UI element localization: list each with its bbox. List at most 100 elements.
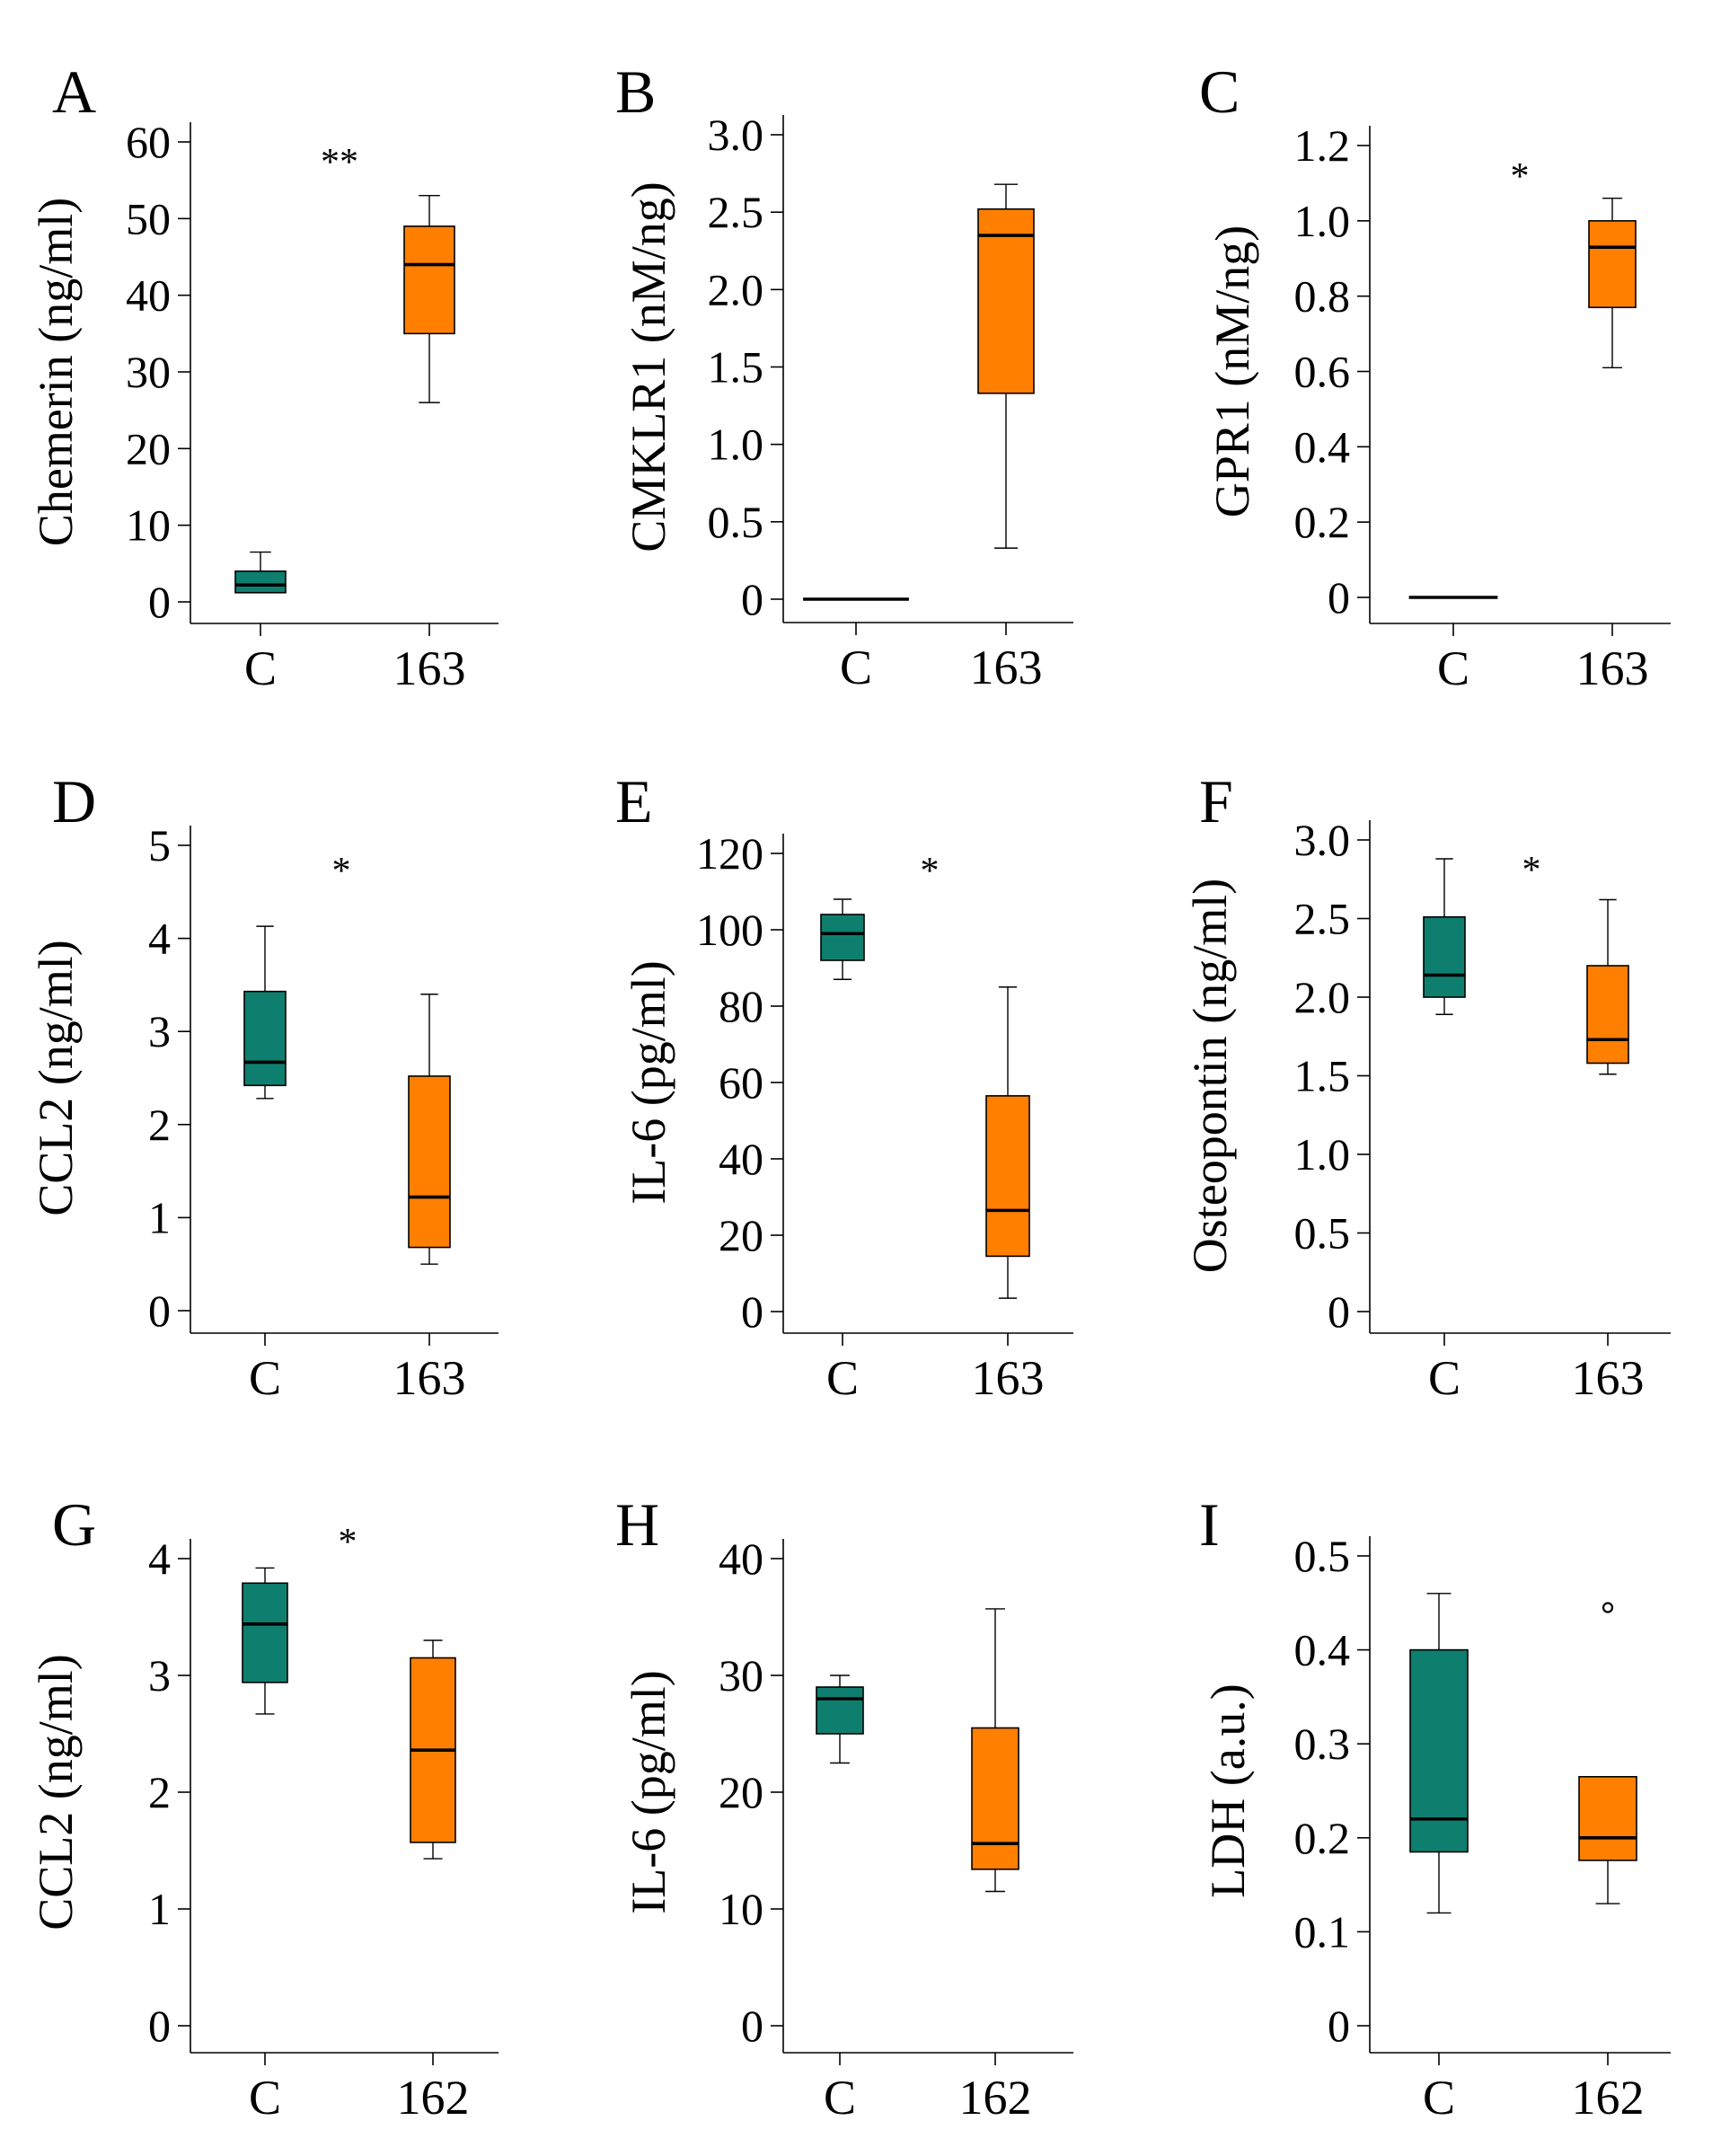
y-axis-title: CMKLR1 (nM/ng) <box>622 181 675 552</box>
box-C <box>820 914 865 961</box>
panel-letter: H <box>615 1490 659 1559</box>
panel-d: D 0 1 2 3 4 5 C 163 CCL2 (ng/ml) * <box>29 767 499 1405</box>
outlier-point <box>1602 1602 1614 1613</box>
y-tick-label: 0.8 <box>1294 271 1351 322</box>
y-tick-label: 1.0 <box>1294 196 1351 246</box>
y-tick-label: 0.1 <box>1294 1906 1351 1957</box>
y-tick-label: 0.3 <box>1294 1719 1351 1769</box>
significance-marker: ** <box>321 142 358 183</box>
y-tick-label: 20 <box>719 1210 763 1260</box>
y-tick-label: 2 <box>148 1767 171 1817</box>
y-tick-label: 0 <box>148 1286 171 1336</box>
y-tick-label: 1.0 <box>708 420 764 470</box>
panel-letter: F <box>1199 767 1233 835</box>
y-tick-label: 0.2 <box>1294 1813 1351 1863</box>
y-tick-label: 10 <box>719 1884 763 1934</box>
panel-letter: I <box>1199 1490 1220 1559</box>
significance-marker: * <box>332 851 351 892</box>
y-axis-title: GPR1 (nM/ng) <box>1205 225 1259 518</box>
y-tick-label: 0 <box>741 2001 763 2051</box>
x-tick-label: C <box>840 641 872 694</box>
y-axis-title: Osteopontin (ng/ml) <box>1183 879 1237 1273</box>
x-tick-label: 163 <box>393 641 466 695</box>
y-tick-label: 0.4 <box>1294 421 1351 472</box>
panel-letter: B <box>615 57 656 126</box>
y-axis-title: CCL2 (ng/ml) <box>29 940 83 1216</box>
y-tick-label: 0.6 <box>1294 347 1351 397</box>
y-tick-label: 0 <box>1328 572 1350 623</box>
panel-e: E 0 20 40 60 80 100 120 C 163 IL-6 (pg/ml) * <box>615 767 1073 1405</box>
box-163 <box>977 208 1035 394</box>
x-tick-label: 163 <box>970 641 1043 694</box>
y-tick-label: 1 <box>148 1884 171 1934</box>
box-162 <box>1578 1776 1637 1861</box>
box-162 <box>971 1727 1019 1870</box>
x-tick-label: C <box>826 1351 859 1405</box>
box-163 <box>1588 220 1637 309</box>
y-tick-label: 40 <box>126 270 171 321</box>
x-tick-label: C <box>1437 641 1469 695</box>
y-tick-label: 50 <box>126 193 171 243</box>
x-tick-label: 162 <box>397 2071 470 2125</box>
y-tick-label: 120 <box>696 828 763 879</box>
y-tick-label: 0 <box>148 577 171 627</box>
panel-c: C 0 0.2 0.4 0.6 0.8 1.0 1.2 C 163 GPR1 (nM/ng) * <box>1199 57 1671 695</box>
x-tick-label: C <box>824 2071 856 2125</box>
x-tick-label: 163 <box>393 1351 466 1405</box>
x-tick-label: 162 <box>1572 2071 1645 2125</box>
box-C <box>242 1582 288 1683</box>
y-tick-label: 20 <box>126 423 171 473</box>
y-tick-label: 40 <box>719 1134 763 1184</box>
y-tick-label: 20 <box>719 1767 763 1817</box>
x-tick-label: 163 <box>1576 641 1649 695</box>
box-C <box>234 570 287 594</box>
panel-b: B 0 0.5 1.0 1.5 2.0 2.5 3.0 C 163 CMKLR1 (nM/ng) <box>615 57 1073 694</box>
panel-a: A 0 10 20 30 40 50 60 C 163 Chemerin (ng/ml) ** <box>29 57 499 695</box>
y-tick-label: 0.2 <box>1294 497 1351 547</box>
x-tick-label: 162 <box>959 2071 1032 2125</box>
significance-marker: * <box>1522 850 1541 891</box>
box-163 <box>403 225 455 335</box>
box-C <box>1409 1648 1469 1853</box>
y-tick-label: 0.4 <box>1294 1625 1351 1675</box>
x-tick-label: 163 <box>972 1351 1045 1405</box>
y-tick-label: 2.0 <box>708 264 764 314</box>
significance-marker: * <box>921 851 940 892</box>
y-tick-label: 0 <box>148 2001 171 2051</box>
panel-h: H 0 10 20 30 40 C 162 IL-6 (pg/ml) <box>615 1490 1073 2125</box>
panel-letter: E <box>615 767 653 835</box>
y-tick-label: 2.0 <box>1294 972 1351 1022</box>
y-tick-label: 1.0 <box>1294 1129 1351 1180</box>
y-tick-label: 0.5 <box>1294 1208 1351 1259</box>
box-C <box>816 1686 864 1735</box>
y-tick-label: 2 <box>148 1100 171 1150</box>
significance-marker: * <box>339 1522 357 1563</box>
y-tick-label: 0 <box>741 574 763 624</box>
y-tick-label: 0.5 <box>1294 1531 1351 1581</box>
y-tick-label: 3 <box>148 1006 171 1056</box>
panel-i: I 0 0.1 0.2 0.3 0.4 0.5 C 162 LDH (a.u.) <box>1199 1490 1671 2125</box>
y-tick-label: 60 <box>719 1057 763 1108</box>
x-tick-label: C <box>249 2071 281 2125</box>
panel-f: F 0 0.5 1.0 1.5 2.0 2.5 3.0 C 163 Osteopontin (ng/… <box>1183 767 1671 1405</box>
x-tick-label: C <box>1423 2071 1455 2125</box>
x-tick-label: C <box>249 1351 281 1405</box>
y-tick-label: 60 <box>126 117 171 167</box>
y-axis-title: LDH (a.u.) <box>1201 1683 1255 1897</box>
panel-letter: A <box>52 57 96 126</box>
panel-letter: D <box>52 767 96 835</box>
y-axis-title: IL-6 (pg/ml) <box>622 960 675 1204</box>
y-tick-label: 1.5 <box>708 342 764 393</box>
x-tick-label: C <box>1428 1351 1460 1405</box>
y-tick-label: 3.0 <box>708 110 764 160</box>
box-C <box>1423 915 1466 998</box>
significance-marker: * <box>1511 156 1530 198</box>
y-tick-label: 2.5 <box>708 187 764 237</box>
y-tick-label: 0.5 <box>708 497 764 547</box>
y-tick-label: 80 <box>719 981 763 1031</box>
y-tick-label: 30 <box>126 347 171 397</box>
y-tick-label: 4 <box>148 1533 171 1584</box>
y-tick-label: 4 <box>148 914 171 964</box>
y-axis-title: CCL2 (ng/ml) <box>29 1654 83 1931</box>
y-tick-label: 100 <box>696 905 763 955</box>
